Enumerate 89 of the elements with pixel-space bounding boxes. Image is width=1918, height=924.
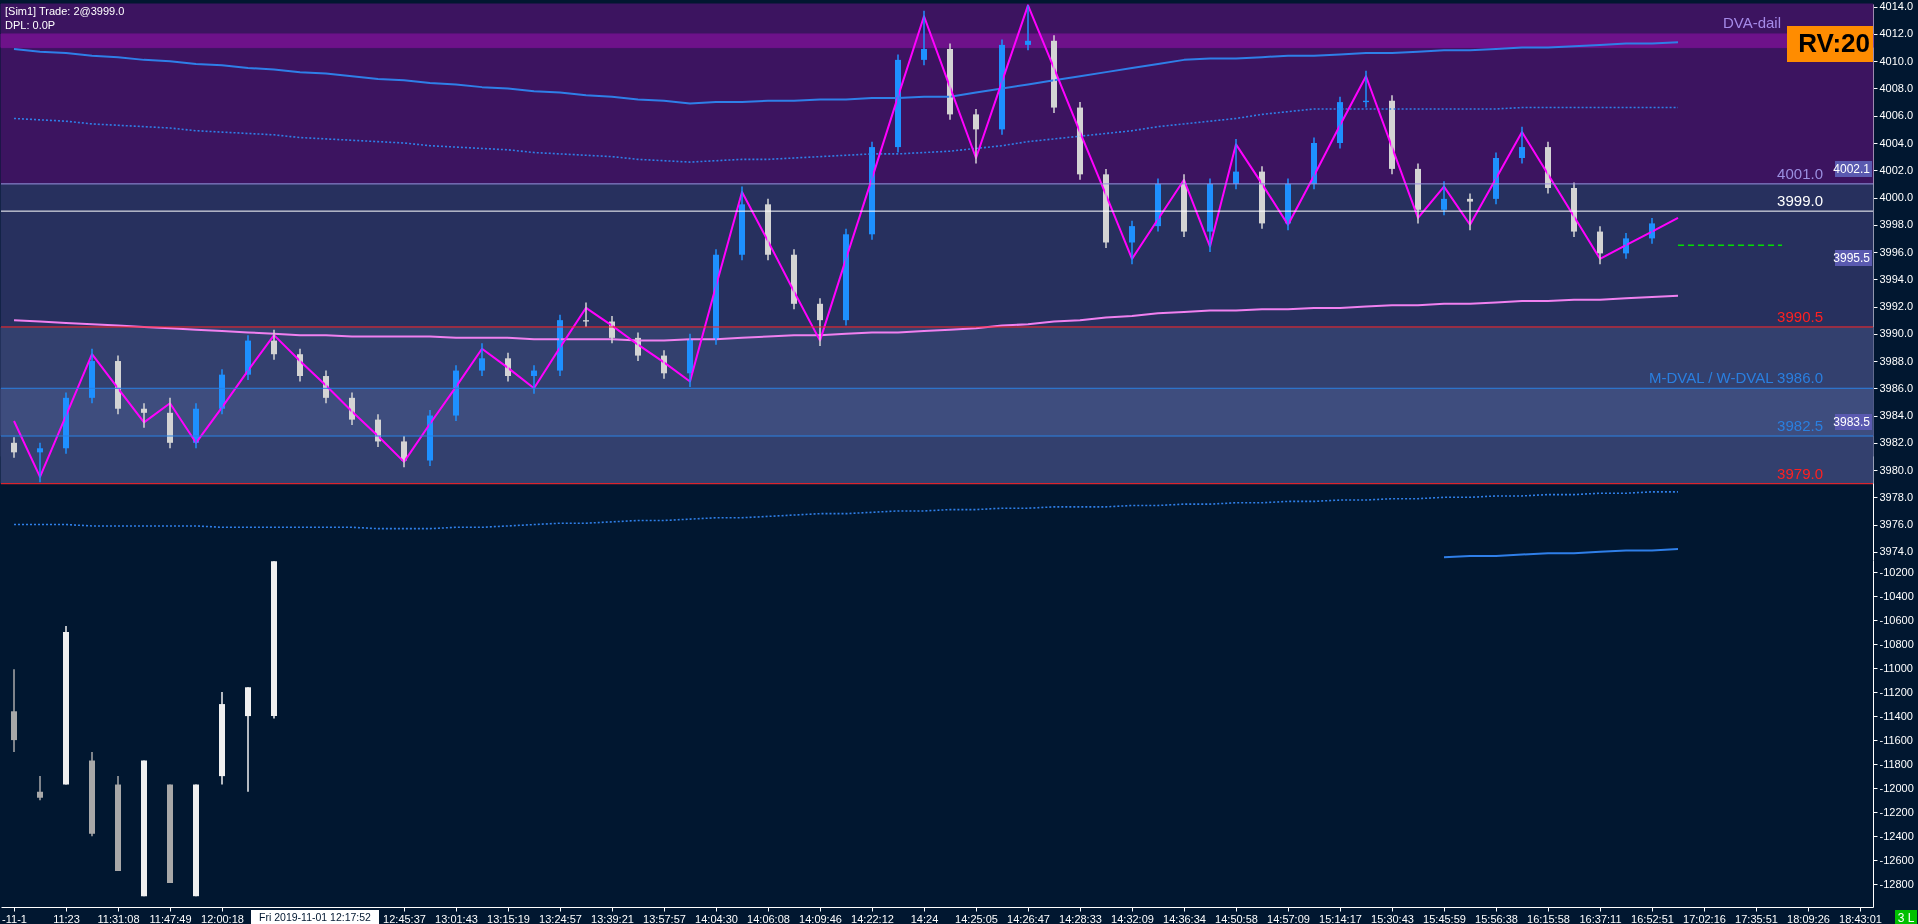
- y-tick-label: 3994.0: [1879, 272, 1914, 285]
- band-label: DVA-dail: [1722, 13, 1781, 31]
- y-tick-label: -10800: [1879, 637, 1914, 650]
- text: 3 L: [1897, 911, 1915, 924]
- candlestick: [583, 301, 589, 328]
- x-tick-label: -11-1: [2, 912, 27, 924]
- y-tick-label: -12000: [1879, 781, 1914, 794]
- x-tick-label: 14:24: [910, 912, 939, 924]
- y-tick-label: 4002.0: [1879, 163, 1914, 176]
- x-tick-label: 12:00:18: [201, 912, 244, 924]
- y-tick-label: -11200: [1879, 685, 1913, 698]
- annotation: DPL: 0.0P: [5, 19, 56, 31]
- x-tick-label: 13:15:19: [487, 912, 530, 924]
- y-tick-label: 3990.0: [1879, 327, 1914, 340]
- annotation: 3983.5: [1833, 415, 1871, 429]
- y-tick-label: -11800: [1879, 757, 1913, 770]
- y-tick-label: -11600: [1879, 733, 1913, 746]
- x-tick-label: 14:04:30: [695, 912, 738, 924]
- y-tick-label: 4004.0: [1879, 136, 1914, 149]
- annotation: 4002.1: [1833, 162, 1871, 176]
- y-tick-label: 3996.0: [1879, 245, 1914, 258]
- y-tick-label: 3984.0: [1879, 409, 1914, 422]
- y-tick-label: -12800: [1879, 877, 1914, 890]
- y-tick-label: -10200: [1879, 565, 1914, 578]
- x-tick-label: 14:25:05: [955, 912, 998, 924]
- ref-line-label: 3979.0: [1777, 464, 1823, 482]
- ref-line-label: 3999.0: [1777, 192, 1823, 210]
- y-tick-label: 3992.0: [1879, 300, 1914, 313]
- x-tick-label: 16:15:58: [1527, 912, 1570, 924]
- x-tick-label: 15:30:43: [1371, 912, 1414, 924]
- y-tick-label: -12200: [1879, 805, 1914, 818]
- y-tick-label: 4010.0: [1879, 54, 1914, 67]
- x-tick-label: 17:35:51: [1735, 912, 1778, 924]
- y-tick-label: -10600: [1879, 613, 1914, 626]
- x-tick-label: 17:02:16: [1683, 912, 1726, 924]
- annotation: RV:20: [1798, 28, 1870, 58]
- x-tick-label: 11:31:08: [97, 912, 140, 924]
- x-tick-label: 13:57:57: [643, 912, 686, 924]
- x-tick-label: 14:57:09: [1267, 912, 1310, 924]
- x-tick-label: 11:47:49: [149, 912, 192, 924]
- y-tick-label: -11400: [1879, 709, 1913, 722]
- x-tick-label: 16:37:11: [1579, 912, 1622, 924]
- y-tick-label: -12400: [1879, 829, 1914, 842]
- y-tick-label: -11000: [1879, 661, 1913, 674]
- y-tick-label: 3980.0: [1879, 463, 1914, 476]
- ref-line-label: 4001.0: [1777, 164, 1823, 182]
- x-tick-label: 13:24:57: [539, 912, 582, 924]
- x-tick-label: 16:52:51: [1631, 912, 1674, 924]
- y-tick-label: 3978.0: [1879, 490, 1914, 503]
- x-tick-label: 14:09:46: [799, 912, 842, 924]
- annotation: [Sim1] Trade: 2@3999.0: [5, 5, 125, 17]
- annotation: 3995.5: [1833, 251, 1871, 265]
- x-tick-label: 14:22:12: [851, 912, 894, 924]
- y-tick-label: 3982.0: [1879, 436, 1914, 449]
- y-tick-label: 3974.0: [1879, 545, 1914, 558]
- y-tick-label: 4012.0: [1879, 27, 1914, 40]
- y-tick-label: -10400: [1879, 589, 1914, 602]
- y-tick-label: 4000.0: [1879, 191, 1914, 204]
- y-tick-label: 3986.0: [1879, 381, 1914, 394]
- x-tick-label: 15:56:38: [1475, 912, 1518, 924]
- x-tick-label: 14:32:09: [1111, 912, 1154, 924]
- x-tick-label: 14:50:58: [1215, 912, 1258, 924]
- x-tick-label: 14:28:33: [1059, 912, 1102, 924]
- line-series: [13, 106, 1679, 163]
- x-tick-label: 13:01:43: [435, 912, 478, 924]
- x-tick-label: 13:39:21: [591, 912, 634, 924]
- y-tick-label: 3976.0: [1879, 518, 1914, 531]
- ref-line-label: 3990.5: [1777, 307, 1823, 325]
- x-tick-label: 12:45:37: [383, 912, 426, 924]
- y-tick-label: 3988.0: [1879, 354, 1914, 367]
- x-tick-label: 14:06:08: [747, 912, 790, 924]
- x-tick-label: 14:26:47: [1007, 912, 1050, 924]
- x-tick-label: 14:36:34: [1163, 912, 1206, 924]
- text: Fri 2019-11-01 12:17:52: [259, 911, 372, 923]
- y-tick-label: 4014.0: [1879, 0, 1914, 13]
- x-tick-label: 11:23: [53, 912, 80, 924]
- ref-line-label: 3982.5: [1777, 416, 1823, 434]
- line-series: [13, 41, 1679, 105]
- line-series: [13, 491, 1679, 530]
- y-tick-label: 4008.0: [1879, 81, 1914, 94]
- x-tick-label: 15:45:59: [1423, 912, 1466, 924]
- ref-line-label: M-DVAL / W-DVAL 3986.0: [1649, 369, 1823, 387]
- y-tick-label: 4006.0: [1879, 109, 1914, 122]
- y-tick-label: 3998.0: [1879, 218, 1914, 231]
- x-tick-label: 15:14:17: [1319, 912, 1362, 924]
- line-series: [1443, 548, 1679, 559]
- x-tick-label: 18:43:01: [1839, 912, 1882, 924]
- x-tick-label: 18:09:26: [1787, 912, 1830, 924]
- y-tick-label: -12600: [1879, 853, 1914, 866]
